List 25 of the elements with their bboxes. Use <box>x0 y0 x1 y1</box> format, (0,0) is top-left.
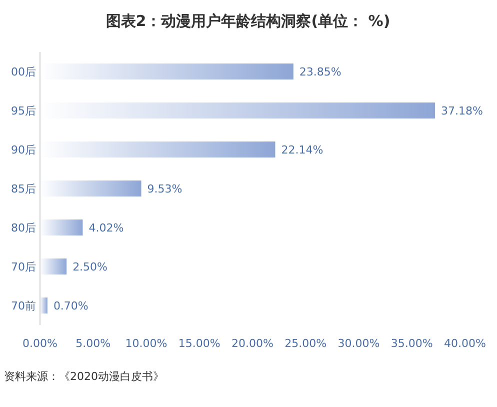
data-label: 2.50% <box>72 260 108 274</box>
x-tick-label: 5.00% <box>76 337 111 350</box>
x-tick-label: 30.00% <box>338 337 380 350</box>
y-tick-label: 85后 <box>11 182 36 196</box>
y-tick-label: 70后 <box>11 260 36 274</box>
data-label: 37.18% <box>441 104 483 118</box>
y-tick-label: 80后 <box>11 222 36 234</box>
x-tick-label: 25.00% <box>284 337 327 350</box>
x-tick-label: 10.00% <box>125 337 168 350</box>
x-tick-label: 0.00% <box>22 337 58 350</box>
y-tick-label: 95后 <box>11 104 36 118</box>
x-tick-label: 20.00% <box>232 337 274 350</box>
x-tick-label: 15.00% <box>178 337 220 350</box>
x-tick-label: 40.00% <box>444 337 486 350</box>
y-tick-label: 70前 <box>11 300 36 312</box>
text: 资料来源：《2020动漫白皮书》 <box>4 370 164 383</box>
x-tick-label: 35.00% <box>390 337 433 350</box>
chart-title: 图表2：动漫用户年龄结构洞察(单位： %) <box>106 12 390 30</box>
y-tick-label: 00后 <box>11 66 36 78</box>
data-label: 0.70% <box>53 300 88 312</box>
data-label: 22.14% <box>281 144 324 156</box>
data-label: 23.85% <box>299 66 342 78</box>
y-tick-label: 90后 <box>11 144 36 156</box>
data-label: 4.02% <box>88 222 124 234</box>
data-label: 9.53% <box>147 182 182 196</box>
